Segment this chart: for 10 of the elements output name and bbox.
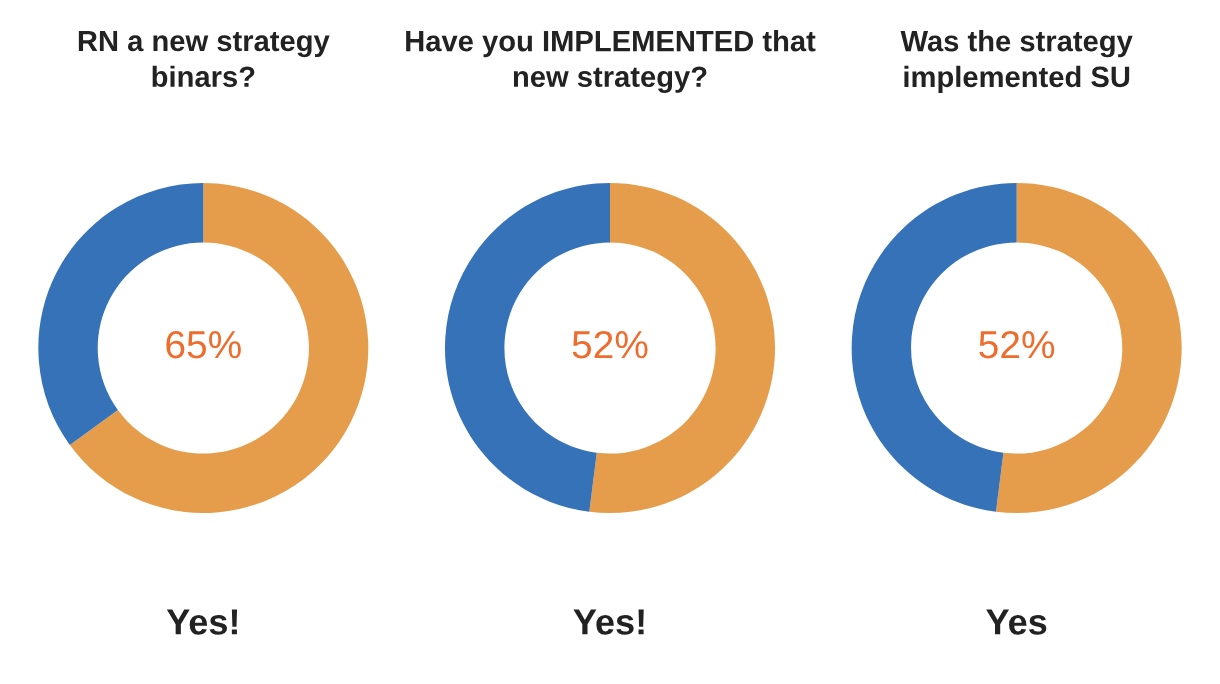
donut-slice <box>69 183 369 513</box>
text: Yes! <box>573 609 644 635</box>
chart-title: Was the strategy implemented SU <box>900 30 1133 93</box>
data-label: 52% <box>572 330 648 359</box>
text: Yes! <box>166 609 238 635</box>
chart-title: RN a new strategy binars? <box>78 30 330 88</box>
text: Yes <box>986 609 1047 635</box>
chart-title: Have you IMPLEMENTED that new strategy? <box>406 30 816 93</box>
data-label: 65% <box>166 330 241 359</box>
data-label: 52% <box>979 330 1055 359</box>
